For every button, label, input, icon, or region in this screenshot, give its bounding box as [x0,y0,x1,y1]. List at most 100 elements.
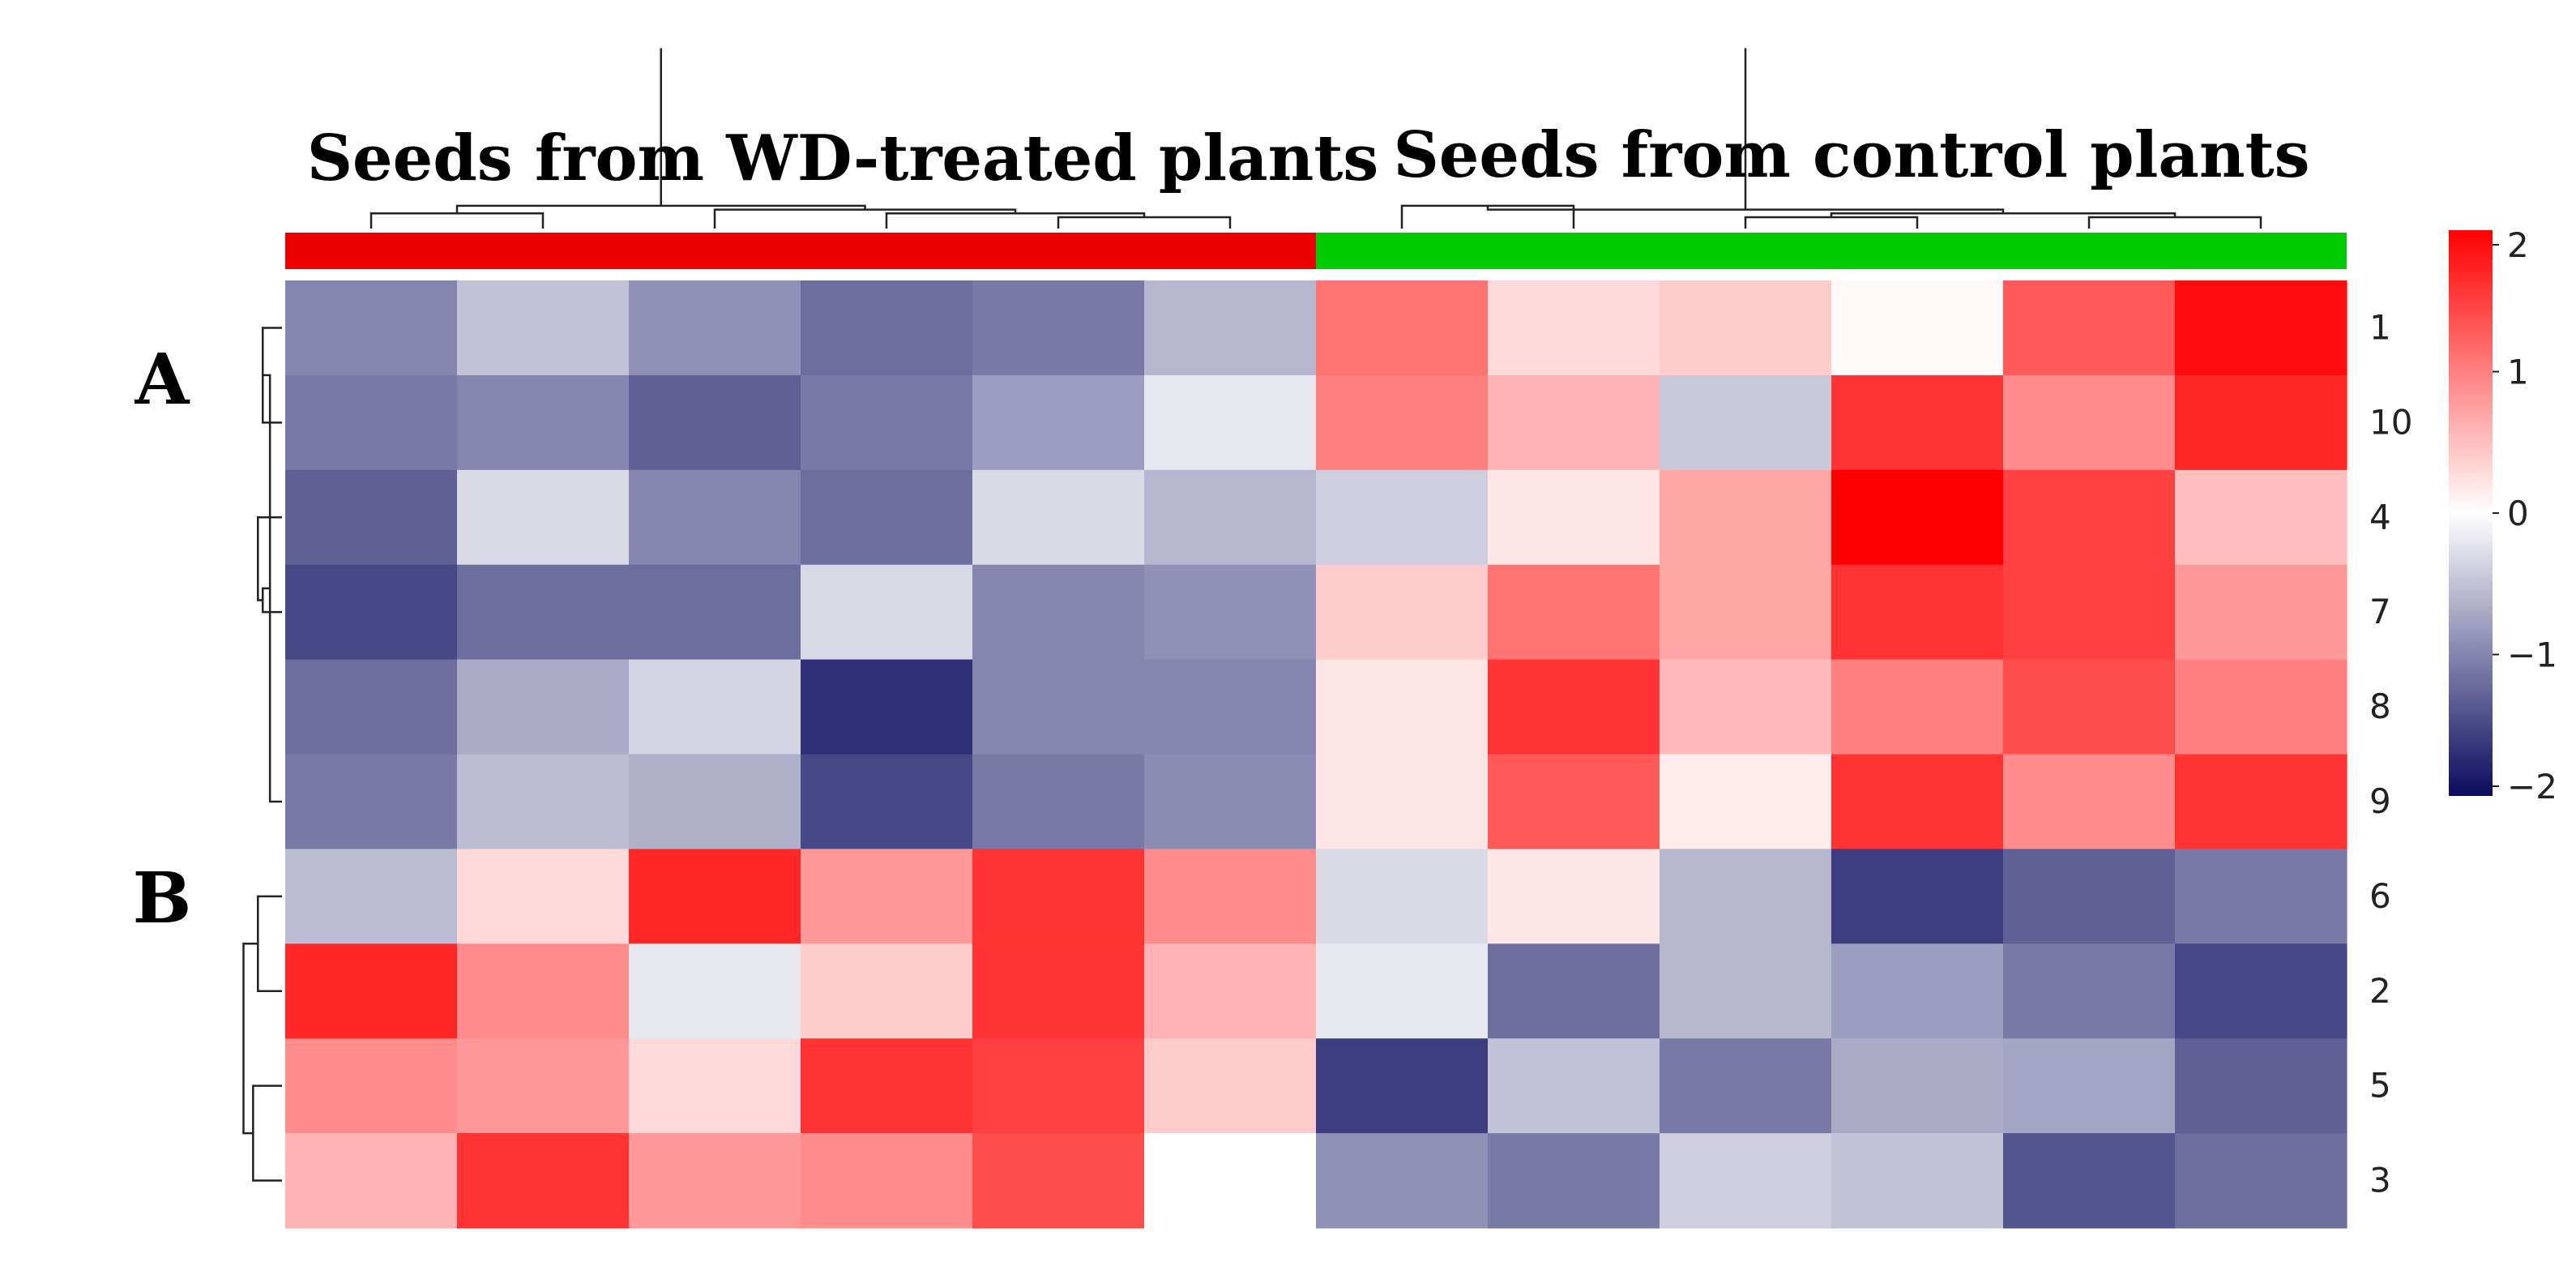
group-bar [1316,233,2347,269]
heatmap-cell [1831,564,2004,661]
heatmap-cell [801,564,973,661]
heatmap-cell [1660,754,1832,849]
heatmap-cell [972,1038,1145,1134]
heatmap-cell [2175,1038,2347,1134]
heatmap-cell [2003,564,2176,661]
heatmap-cell [1144,1038,1317,1134]
heatmap-cell [285,849,458,944]
heatmap-cell [1831,1133,2004,1229]
heatmap-cell [1144,659,1317,755]
group-annotation-bars [285,233,2347,269]
row-dendrogram-link [257,895,282,992]
row-label: 2 [2369,971,2391,1011]
column-dendrogram [370,48,2262,229]
heatmap-cell [2175,754,2347,849]
heatmap-cell [972,1133,1145,1229]
heatmap-cell [1316,849,1489,944]
heatmap-cell [457,943,630,1039]
heatmap-cell [1660,1133,1832,1229]
heatmap-cell [1144,469,1317,566]
row-dendrogram-link [263,374,282,803]
heatmap-cell [285,1038,458,1134]
heatmap-cell [1488,374,1660,471]
heatmap-cell [1488,564,1660,661]
heatmap-cell [2003,469,2176,566]
heatmap-cell [1831,849,2004,944]
heatmap-cell [285,659,458,755]
row-label: 7 [2369,592,2391,631]
heatmap-cell [629,659,801,755]
group-label-wd: Seeds from WD-treated plants [307,122,1379,195]
heatmap-cell [2175,280,2347,376]
heatmap-cell [972,469,1145,566]
heatmap-cell [2003,1133,2176,1229]
heatmap-cell [1488,1038,1660,1134]
cluster-label-b: B [133,858,192,939]
heatmap-cell [285,1133,458,1229]
column-dendrogram-link [1057,216,1232,229]
heatmap-cell [801,1038,973,1134]
heatmap-cell [2175,849,2347,944]
heatmap-cell [972,659,1145,755]
row-label: 10 [2369,402,2412,442]
heatmap-cell [1488,280,1660,376]
heatmap-cell [1831,280,2004,376]
heatmap-cell [2003,374,2176,471]
heatmap-cell [801,943,973,1039]
column-dendrogram-link [2087,216,2262,229]
heatmap-cell [1660,374,1832,471]
heatmap-cell [457,754,630,849]
heatmap-cell [457,469,630,566]
heatmap-cell [285,469,458,566]
heatmap-cell [1488,1133,1660,1229]
column-dendrogram-link [1744,216,1919,229]
heatmap-cell [2175,943,2347,1039]
heatmap-cell [1316,1038,1489,1134]
group-bar [285,233,1316,269]
heatmap-cell [285,564,458,661]
heatmap-cell [2175,374,2347,471]
row-label: 1 [2369,307,2391,347]
color-scale-tick-label: −1 [2507,635,2557,675]
group-label-control: Seeds from control plants [1393,118,2309,192]
row-label: 4 [2369,497,2391,537]
heatmap-cell [2003,849,2176,944]
heatmap-cell [972,564,1145,661]
heatmap-cell [1660,943,1832,1039]
row-label: 6 [2369,876,2391,916]
heatmap-cell [2003,943,2176,1039]
heatmap-cell [1144,754,1317,849]
heatmap-cell [1316,374,1489,471]
heatmap-cell [629,943,801,1039]
heatmap-cell [629,280,801,376]
heatmap-cell [285,374,458,471]
heatmap-cell [285,754,458,849]
heatmap-cell [457,280,630,376]
heatmap-cell [1831,659,2004,755]
column-dendrogram-link [885,212,1146,229]
heatmap-cell [1488,849,1660,944]
color-scale-tick-label: 1 [2507,353,2529,392]
color-scale-tick-label: 2 [2507,225,2529,265]
color-scale-bar [2449,230,2493,796]
heatmap-cell [801,280,973,376]
row-dendrogram-link [252,1084,282,1182]
heatmap-cell [2003,280,2176,376]
heatmap-cell [1316,564,1489,661]
heatmap-cell [1831,469,2004,566]
heatmap-cell [457,374,630,471]
cluster-label-a: A [135,339,190,421]
color-scale-legend: 2 1 0 −1 −2 [2449,225,2557,806]
heatmap-cell [1144,280,1317,376]
heatmap-cell [629,564,801,661]
heatmap-cell [2175,469,2347,566]
row-dendrogram [242,327,282,1182]
row-dendrogram-link [261,587,282,614]
row-labels: 1 10 4 7 8 9 6 2 5 3 [2369,307,2412,1200]
heatmap-cell [2003,659,2176,755]
heatmap-cell [457,1133,630,1229]
heatmap-cells [285,280,2347,1229]
heatmap-cell [2175,564,2347,661]
heatmap-cell [1660,1038,1832,1134]
